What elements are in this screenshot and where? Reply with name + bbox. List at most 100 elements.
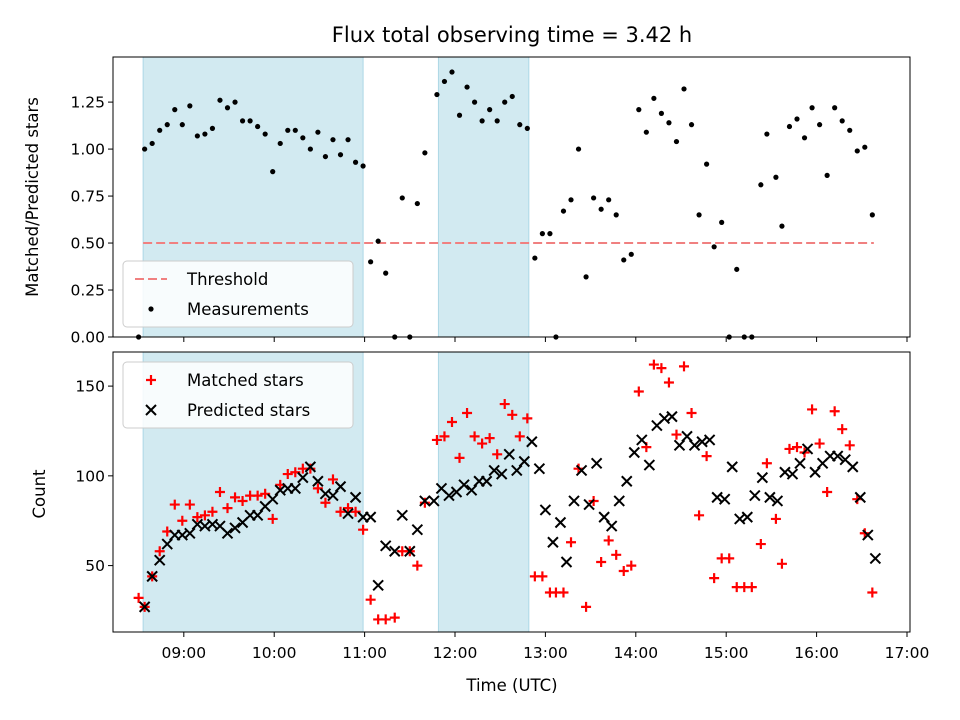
top-shaded-interval-2 xyxy=(437,56,530,338)
predicted-star-point xyxy=(266,493,279,505)
measurement-point xyxy=(862,144,868,150)
measurement-point xyxy=(809,105,815,111)
measurement-point xyxy=(441,78,448,85)
predicted-star-point xyxy=(389,545,401,557)
measurement-point xyxy=(666,120,672,126)
measurement-point xyxy=(399,195,405,201)
measurement-point xyxy=(360,163,366,169)
measurement-point xyxy=(606,197,612,203)
matched-star-point xyxy=(184,499,195,510)
measurement-point xyxy=(681,86,687,92)
measurement-point xyxy=(217,97,223,103)
matched-star-point xyxy=(618,565,629,576)
matched-star-point xyxy=(454,452,465,463)
measurement-point xyxy=(315,129,321,135)
predicted-star-point xyxy=(443,489,455,502)
measurement-point xyxy=(517,122,523,128)
predicted-star-point xyxy=(786,468,799,480)
predicted-star-point xyxy=(688,439,701,452)
measurement-point xyxy=(375,238,381,244)
measurement-point xyxy=(658,110,665,116)
predicted-star-point xyxy=(503,448,515,461)
measurement-point xyxy=(696,212,702,218)
measurement-point xyxy=(621,257,627,263)
matched-star-point xyxy=(222,503,233,514)
matched-star-point xyxy=(829,406,840,417)
predicted-star-point xyxy=(809,466,821,478)
predicted-star-point xyxy=(749,489,761,502)
matched-star-point xyxy=(709,573,720,584)
measurement-point xyxy=(532,255,538,261)
measurement-point xyxy=(502,99,508,105)
measurement-point xyxy=(194,133,200,139)
measurement-point xyxy=(636,107,642,113)
measurement-point xyxy=(719,219,725,225)
matched-star-point xyxy=(686,408,697,419)
predicted-star-point xyxy=(831,450,844,462)
measurement-point xyxy=(651,95,657,101)
predicted-star-point xyxy=(396,509,408,522)
matched-star-point xyxy=(656,363,667,374)
matched-star-point xyxy=(867,587,878,598)
matched-star-point xyxy=(663,377,674,388)
predicted-star-point xyxy=(726,461,738,473)
measurement-point xyxy=(414,200,420,207)
legend-box xyxy=(122,260,354,328)
measurement-point xyxy=(300,135,306,141)
measurement-point xyxy=(854,148,860,154)
predicted-star-point xyxy=(312,475,324,487)
matched-star-point xyxy=(776,558,787,569)
top-y-tick-label: 0.00 xyxy=(70,329,105,347)
measurement-point xyxy=(164,122,170,128)
legend-label: Matched stars xyxy=(187,371,304,390)
matched-star-point xyxy=(327,474,338,485)
predicted-star-point xyxy=(583,498,595,511)
measurement-point xyxy=(345,137,351,143)
measurement-point xyxy=(711,244,717,250)
measurement-point xyxy=(824,172,830,178)
predicted-star-point xyxy=(854,491,866,504)
x-tick-label: 11:00 xyxy=(342,644,387,662)
matched-star-point xyxy=(412,560,423,571)
top-y-tick-label: 1.00 xyxy=(70,141,105,159)
matched-star-point xyxy=(671,429,682,440)
measurement-point xyxy=(613,212,619,218)
measurement-point xyxy=(157,127,163,133)
predicted-star-point xyxy=(334,480,347,493)
top-y-tick-label: 0.25 xyxy=(70,282,105,300)
matched-star-point xyxy=(724,553,735,564)
predicted-star-point xyxy=(465,484,478,496)
predicted-star-point xyxy=(184,527,196,539)
measurement-point xyxy=(779,223,785,229)
measurement-point xyxy=(149,140,155,147)
matched-star-point xyxy=(603,535,614,546)
predicted-star-point xyxy=(511,464,523,477)
measurement-point xyxy=(285,127,291,133)
predicted-star-point xyxy=(379,540,392,552)
matched-star-point xyxy=(755,539,766,550)
chart-title: Flux total observing time = 3.42 h xyxy=(332,23,692,47)
measurement-point xyxy=(764,131,770,137)
predicted-star-point xyxy=(741,511,753,523)
measurement-point xyxy=(598,206,604,212)
measurement-point xyxy=(270,169,276,175)
predicted-star-point xyxy=(568,495,580,507)
measurement-point xyxy=(224,105,231,111)
predicted-star-point xyxy=(297,471,309,484)
measurement-point xyxy=(794,116,800,122)
measurement-point xyxy=(277,140,283,147)
measurement-point xyxy=(307,146,313,152)
measurement-point xyxy=(330,137,336,143)
measurement-point xyxy=(383,270,389,276)
matched-star-point xyxy=(822,487,833,497)
predicted-star-point xyxy=(794,457,806,469)
measurement-point xyxy=(368,259,374,265)
x-axis-label: Time (UTC) xyxy=(465,676,557,695)
matched-star-point xyxy=(807,404,818,415)
matched-star-point xyxy=(648,359,659,370)
x-tick-label: 13:00 xyxy=(523,644,568,662)
matched-star-point xyxy=(514,431,525,442)
predicted-star-point xyxy=(673,439,686,452)
predicted-star-point xyxy=(681,430,693,443)
